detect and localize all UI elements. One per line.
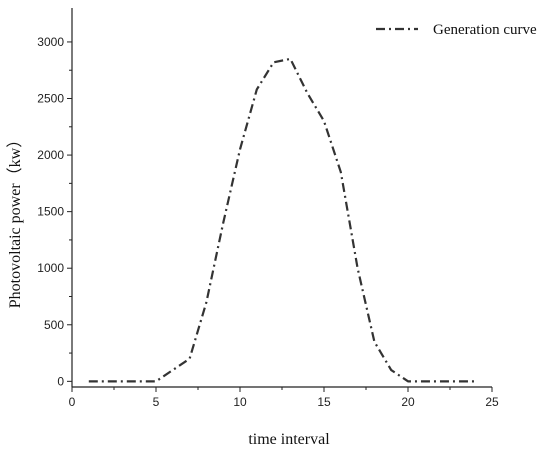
x-axis-title: time interval xyxy=(248,431,330,448)
ticks: 0 5 10 15 20 25 0 500 1000 1500 2000 2500 3000 xyxy=(37,35,499,409)
y-tick-label: 1500 xyxy=(37,205,64,219)
y-tick-label: 1000 xyxy=(37,261,64,275)
y-tick-label: 3000 xyxy=(37,35,64,49)
y-tick-label: 0 xyxy=(57,374,64,388)
x-tick-label: 15 xyxy=(317,395,331,409)
series-line xyxy=(88,57,476,383)
x-tick-label: 5 xyxy=(153,395,160,409)
axes xyxy=(71,8,492,388)
legend-label: Generation curve xyxy=(433,22,537,38)
x-tick-label: 25 xyxy=(485,395,499,409)
series-layer xyxy=(88,57,476,383)
y-tick-label: 2500 xyxy=(37,92,64,106)
x-tick-label: 10 xyxy=(233,395,247,409)
y-axis-title: Photovoltaic power（kw） xyxy=(6,132,24,308)
y-tick-label: 500 xyxy=(44,318,64,332)
x-tick-label: 20 xyxy=(401,395,415,409)
y-tick-label: 2000 xyxy=(37,148,64,162)
x-tick-label: 0 xyxy=(69,395,76,409)
legend: Generation curve xyxy=(376,22,537,38)
